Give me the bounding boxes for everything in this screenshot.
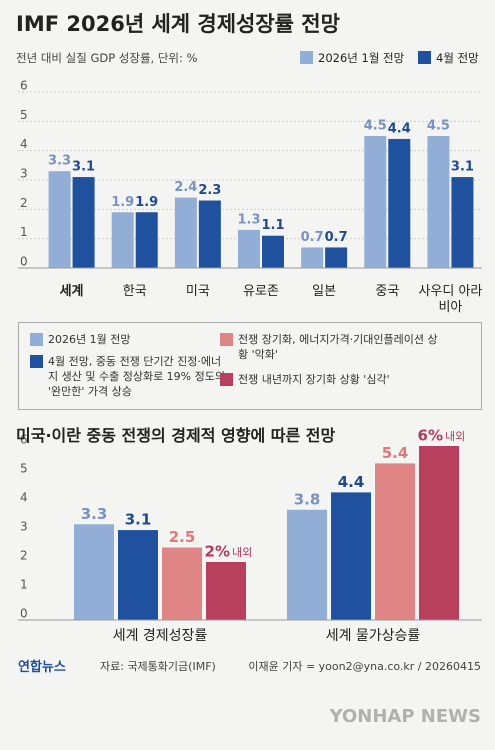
bar: [388, 138, 411, 268]
value-label: 6%: [418, 427, 443, 445]
subtitle: 전년 대비 실질 GDP 성장률, 단위: %: [16, 51, 198, 65]
logo: 연합뉴스: [18, 660, 66, 675]
value-label: 2.4: [174, 180, 197, 195]
legend-swatch: [418, 51, 431, 64]
value-label: 3.8: [294, 490, 321, 508]
legend-swatch: [300, 51, 313, 64]
value-label: 4.5: [427, 119, 450, 134]
value-label: 3.1: [125, 511, 152, 529]
bar: [364, 136, 387, 268]
value-label: 5.4: [382, 444, 409, 462]
value-label: 4.4: [338, 473, 365, 491]
y-tick-label: 1: [20, 225, 28, 239]
bar: [238, 229, 260, 268]
x-tick-label: 일본: [312, 284, 337, 299]
x-tick-label: 미국: [185, 284, 210, 299]
x-tick-label: 유로존: [243, 284, 279, 299]
y-tick-label: 0: [20, 255, 28, 269]
y-tick-label: 5: [20, 108, 28, 122]
bar: [419, 446, 459, 620]
y-tick-label: 1: [20, 578, 28, 592]
value-label: 0.7: [325, 230, 348, 245]
y-tick-label: 6: [20, 433, 28, 447]
bar: [72, 177, 95, 268]
legend-box: [18, 322, 482, 410]
value-label-note: 내외: [445, 430, 465, 443]
bar: [135, 212, 158, 268]
bar: [111, 212, 134, 268]
credit: 이재윤 기자 = yoon2@yna.co.kr / 20260415: [248, 660, 481, 673]
bar: [427, 136, 450, 268]
bar: [451, 177, 474, 268]
value-label: 3.1: [72, 160, 95, 175]
value-label: 1.1: [261, 218, 284, 233]
bar: [198, 200, 221, 268]
value-label: 3.3: [48, 154, 71, 169]
value-label-note: 내외: [232, 546, 252, 559]
legend-label: 4월 전망, 중동 전쟁 단기간 진정·에너지 생산 및 수출 정상화로 19%…: [48, 355, 225, 398]
legend-label: 2026년 1월 전망: [48, 333, 131, 346]
y-tick-label: 4: [20, 491, 28, 505]
bar: [375, 463, 415, 620]
y-tick-label: 6: [20, 79, 28, 93]
value-label: 3.1: [451, 160, 474, 175]
value-label: 0.7: [301, 230, 324, 245]
title: IMF 2026년 세계 경제성장률 전망: [16, 12, 340, 36]
bar: [287, 509, 327, 620]
value-label: 1.9: [111, 195, 134, 210]
x-tick-label: 세계 경제성장률: [112, 628, 208, 644]
value-label: 4.4: [388, 121, 411, 136]
value-label: 4.5: [364, 119, 387, 134]
legend-label: 전쟁 장기화, 에너지가격·기대인플레이션 상황 '악화': [238, 333, 438, 361]
y-tick-label: 5: [20, 462, 28, 476]
bar: [48, 171, 71, 268]
watermark: YONHAP NEWS: [329, 706, 481, 727]
legend-swatch: [220, 333, 233, 346]
value-label: 2.3: [198, 183, 221, 198]
source: 자료: 국제통화기금(IMF): [100, 660, 216, 673]
x-tick-label: 세계: [59, 284, 84, 299]
legend-swatch: [30, 355, 43, 368]
value-label: 3.3: [81, 505, 108, 523]
x-tick-label: 한국: [122, 284, 147, 299]
bar: [325, 247, 348, 268]
bar: [301, 247, 324, 268]
x-tick-label: 사우디 아라비아: [418, 284, 483, 315]
y-tick-label: 2: [20, 549, 28, 563]
legend-label: 2026년 1월 전망: [318, 51, 405, 65]
legend-label: 전쟁 내년까지 장기화 상황 '심각': [238, 373, 390, 386]
value-label: 2%: [205, 543, 230, 561]
bar: [74, 524, 114, 620]
y-tick-label: 3: [20, 520, 28, 534]
bar: [118, 530, 158, 620]
value-label: 1.3: [237, 212, 260, 227]
chart-title: 미국·이란 중동 전쟁의 경제적 영향에 따른 전망: [16, 426, 336, 445]
y-tick-label: 4: [20, 137, 28, 151]
bar: [174, 197, 197, 268]
bar: [331, 492, 371, 620]
x-tick-label: 세계 물가상승률: [325, 628, 421, 644]
y-tick-label: 0: [20, 607, 28, 621]
legend-swatch: [30, 333, 43, 346]
y-tick-label: 3: [20, 167, 28, 181]
y-tick-label: 2: [20, 196, 28, 210]
bar: [262, 235, 284, 268]
legend-label: 4월 전망: [436, 51, 479, 65]
legend-swatch: [220, 373, 233, 386]
bar: [206, 562, 246, 620]
value-label: 1.9: [135, 195, 158, 210]
value-label: 2.5: [169, 528, 196, 546]
bar: [162, 547, 202, 620]
x-tick-label: 중국: [375, 284, 400, 299]
